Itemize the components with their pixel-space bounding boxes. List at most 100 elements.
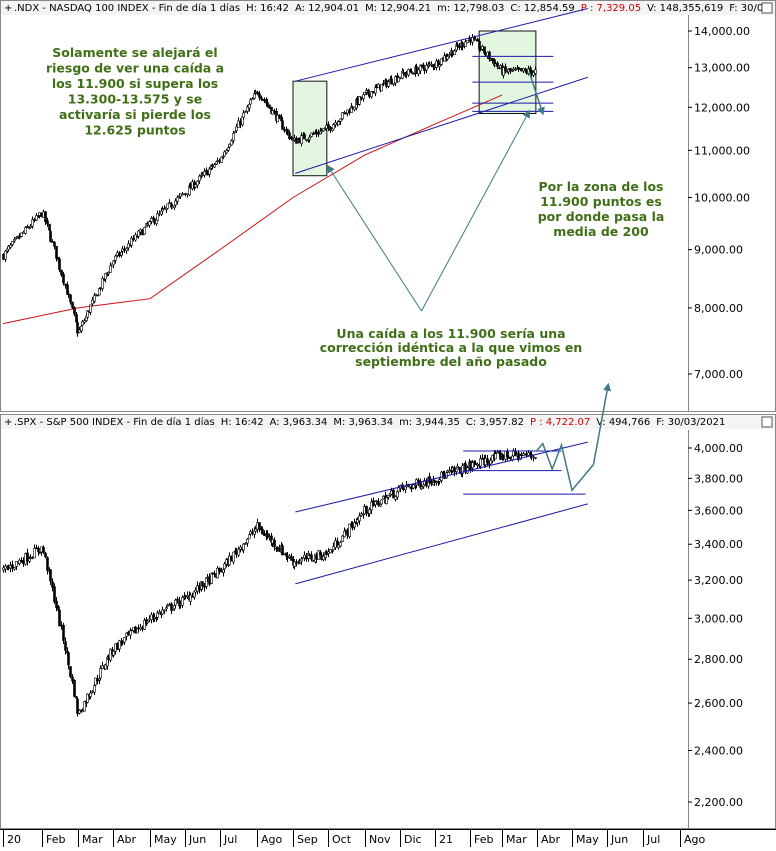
spx-candle-body-227 xyxy=(392,489,395,499)
ndx-candle-body-40 xyxy=(75,314,78,323)
spx-candle-body-94 xyxy=(166,604,169,607)
spx-header-min: m: 3,944.35 xyxy=(399,417,460,428)
ndx-candle-body-41 xyxy=(76,322,79,334)
spx-header-text: .SPX - S&P 500 INDEX - Fin de día 1 días… xyxy=(14,416,725,428)
ndx-candle-body-10 xyxy=(20,232,23,237)
annotation-1-line-1: Solamente se alejará el xyxy=(52,45,217,60)
spx-candle-body-131 xyxy=(228,555,231,566)
spx-rebound-arrow xyxy=(592,382,612,465)
spx-candle-body-69 xyxy=(123,637,126,643)
spx-header-button[interactable] xyxy=(761,416,773,428)
ndx-candle-body-165 xyxy=(286,129,289,133)
spx-candles xyxy=(2,447,537,717)
spx-candle-body-167 xyxy=(290,556,293,561)
spx-candle-body-124 xyxy=(216,568,219,579)
ndx-candle-body-125 xyxy=(218,160,221,163)
spx-candle-body-133 xyxy=(232,551,235,563)
ndx-candle-body-260 xyxy=(446,56,449,60)
spx-candle-body-71 xyxy=(127,631,130,635)
ndx-candle-body-45 xyxy=(83,320,86,323)
ndx-candle-body-89 xyxy=(158,212,161,215)
spx-candle-body-77 xyxy=(137,627,140,630)
ndx-candle-body-179 xyxy=(310,132,313,137)
spx-candle-body-75 xyxy=(134,626,137,634)
spx-candle-body-126 xyxy=(220,570,223,573)
spx-ytick-label-1: 3,800.00 xyxy=(694,472,743,485)
spx-candle-body-129 xyxy=(225,559,228,565)
spx-candle-body-80 xyxy=(143,620,146,630)
annotation-2-line-2: 11.900 puntos es xyxy=(540,194,662,209)
spx-y-axis: 4,000.00 3,800.00 3,600.00 3,400.00 3,200.00… xyxy=(688,442,743,809)
spx-candle-body-207 xyxy=(358,515,361,522)
ndx-candle-body-34 xyxy=(64,283,67,286)
spx-candle-body-89 xyxy=(158,611,161,614)
spx-candle-body-4 xyxy=(9,565,12,569)
ndx-candle-body-312 xyxy=(532,72,535,76)
spx-header-symbol: .SPX - S&P 500 INDEX - Fin de día 1 días xyxy=(14,416,215,428)
ndx-header-button[interactable] xyxy=(761,2,773,14)
spx-candle-body-153 xyxy=(266,533,269,538)
spx-candle-body-144 xyxy=(251,532,254,534)
spx-panel xyxy=(0,414,776,829)
spx-candle-body-125 xyxy=(218,567,221,572)
ndx-candle-body-167 xyxy=(290,137,293,139)
ndx-header-p: P : 7,329.05 xyxy=(581,3,641,14)
ndx-candle-body-247 xyxy=(425,65,428,71)
spx-ytick-label-3: 3,400.00 xyxy=(694,538,743,551)
spx-candle-body-103 xyxy=(181,597,184,606)
annotation-3-line-2: corrección idéntica a la que vimos en xyxy=(320,340,583,355)
ndx-candle-body-301 xyxy=(514,68,517,71)
ndx-candle-body-60 xyxy=(107,271,110,275)
spx-candle-body-143 xyxy=(249,531,252,535)
ndx-channel-upper xyxy=(295,8,588,82)
spx-candle-body-39 xyxy=(73,679,76,697)
spx-candle-body-121 xyxy=(211,572,214,575)
ndx-candles xyxy=(2,33,537,337)
ndx-candle-body-295 xyxy=(504,66,507,71)
spx-candle-body-34 xyxy=(64,641,67,651)
spx-candle-body-132 xyxy=(230,556,233,562)
spx-candle-body-269 xyxy=(461,465,464,474)
spx-candle-body-280 xyxy=(479,458,482,467)
ndx-candle-body-95 xyxy=(168,202,171,204)
ndx-candle-body-68 xyxy=(121,248,124,252)
ndx-candle-body-109 xyxy=(191,181,194,190)
spx-candle-body-82 xyxy=(146,621,149,624)
spx-candle-body-13 xyxy=(26,552,29,562)
ndx-candle-body-0 xyxy=(2,253,5,260)
ndx-candle-body-86 xyxy=(153,218,156,224)
ndx-candle-body-129 xyxy=(225,150,228,154)
ndx-candle-body-132 xyxy=(230,140,233,146)
ndx-candle-body-51 xyxy=(93,295,96,302)
ndx-candle-body-199 xyxy=(344,112,347,115)
spx-candle-body-105 xyxy=(184,595,187,598)
spx-candle-body-224 xyxy=(387,494,390,498)
x-tick-label-4: May xyxy=(154,833,177,846)
ndx-header-f: F: 30/03 xyxy=(729,3,769,14)
spx-ytick-label-6: 2,800.00 xyxy=(694,653,743,666)
ndx-candle-body-242 xyxy=(417,69,420,75)
x-tick-label-10: Nov xyxy=(369,833,391,846)
spx-candle-body-220 xyxy=(380,499,383,505)
spx-candle-body-173 xyxy=(300,558,303,562)
spx-candle-body-252 xyxy=(433,479,436,483)
spx-header-close: C: 3,957.82 xyxy=(466,417,524,428)
spx-candle-body-23 xyxy=(44,552,47,558)
spx-candle-body-56 xyxy=(101,665,104,669)
ndx-ytick-label-1: 13,000.00 xyxy=(694,62,750,75)
spx-candle-body-228 xyxy=(394,496,397,500)
spx-candle-body-128 xyxy=(223,563,226,570)
spx-candle-body-38 xyxy=(71,676,74,682)
spx-candle-body-150 xyxy=(261,528,264,535)
ndx-candle-body-151 xyxy=(263,98,266,102)
ndx-candle-body-272 xyxy=(466,40,469,44)
ndx-candle-body-224 xyxy=(387,81,390,87)
ndx-candle-body-126 xyxy=(220,156,223,163)
ndx-channel-lower xyxy=(295,76,588,174)
ndx-candle-body-133 xyxy=(232,133,235,141)
ndx-header-symbol: .NDX - NASDAQ 100 INDEX - Fin de día 1 d… xyxy=(14,2,240,14)
spx-candle-body-284 xyxy=(486,458,489,463)
ndx-candle-body-43 xyxy=(80,325,83,332)
ndx-ytick-label-6: 8,000.00 xyxy=(694,302,743,315)
ndx-candle-body-78 xyxy=(139,229,142,233)
